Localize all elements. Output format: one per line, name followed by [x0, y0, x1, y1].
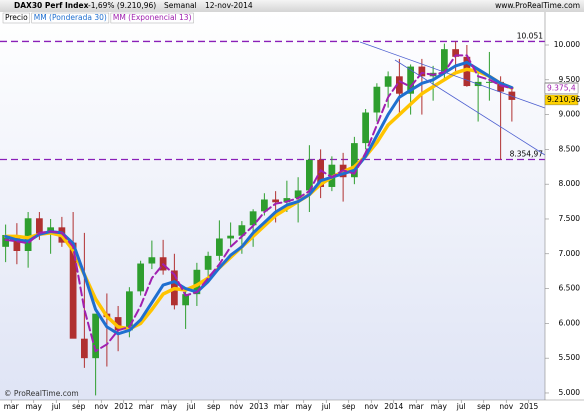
x-tick-label: may [26, 402, 43, 411]
period: Semanal [164, 1, 197, 10]
candle-body [384, 76, 392, 87]
x-tick-label: 2015 [519, 402, 538, 411]
x-tick-label: 2014 [384, 402, 403, 411]
y-tick-label: 10.000 [554, 40, 580, 49]
title-bar [0, 0, 584, 12]
candle-body [81, 338, 88, 359]
x-tick-label: nov [364, 402, 378, 411]
candle-body [114, 317, 122, 331]
candle-body [362, 112, 369, 144]
trend-line [359, 41, 546, 109]
candle-body [294, 190, 302, 199]
candle-body [306, 159, 313, 191]
x-tick-label: mar [4, 402, 20, 411]
legend-entry: MM (Exponencial 13) [113, 13, 192, 22]
y-tick-label: 5.000 [559, 388, 581, 397]
candle-body [24, 218, 32, 251]
candle-body [238, 225, 246, 236]
y-tick-label: 9.500 [559, 75, 581, 84]
candle-body [452, 49, 459, 57]
candle-body [137, 263, 144, 292]
x-tick-label: may [296, 402, 313, 411]
last-value-label: 9.210,96 [547, 95, 581, 104]
y-tick-label: 7.000 [559, 249, 581, 258]
legend: Precio MM (Ponderada 30) MM (Exponencial 1… [2, 12, 194, 24]
last-value-label: 9.375,4 [547, 83, 576, 92]
y-tick-label: 5.500 [559, 353, 581, 362]
moving-average [3, 67, 514, 331]
site: www.ProRealTime.com [495, 1, 580, 10]
x-tick-label: jul [51, 402, 61, 411]
candle-body [396, 76, 403, 94]
moving-average [4, 60, 514, 336]
x-tick-label: mar [409, 402, 425, 411]
x-tick-label: jul [321, 402, 331, 411]
candle-body [13, 234, 21, 251]
candle-body [317, 159, 324, 187]
x-tick-label: mar [274, 402, 290, 411]
candle-body [351, 143, 358, 178]
candle-body [36, 218, 43, 234]
title: DAX30 Perf Index [14, 1, 89, 10]
candle-body [272, 199, 279, 203]
legend-box [110, 12, 194, 24]
candle-body [441, 49, 448, 73]
legend-box [2, 12, 30, 24]
level-label: 8.354,97 [510, 149, 544, 158]
candle-body [92, 313, 99, 359]
candle-body [227, 235, 234, 239]
trend-line [394, 59, 546, 156]
x-tick-label: 2012 [114, 402, 133, 411]
legend-box [31, 12, 110, 24]
candle-body [283, 198, 291, 203]
candle-body [204, 255, 212, 270]
legend-entry: MM (Ponderada 30) [34, 13, 107, 22]
y-tick-label: 8.500 [559, 144, 581, 153]
legend-entry: Precio [5, 13, 28, 22]
x-tick-label: sep [72, 402, 86, 411]
y-tick-label: 6.000 [559, 318, 581, 327]
moving-average [4, 54, 513, 353]
last-value-box [544, 94, 579, 106]
candle-body [182, 294, 189, 306]
candle-body [216, 238, 223, 256]
x-tick-label: sep [207, 402, 221, 411]
candle-body [261, 199, 268, 212]
candle-body [463, 56, 471, 87]
date: 12-nov-2014 [205, 1, 253, 10]
candle-body [193, 269, 201, 295]
x-tick-label: sep [477, 402, 491, 411]
level-label: 10.051 [517, 31, 543, 40]
x-tick-label: nov [94, 402, 108, 411]
x-tick-label: sep [342, 402, 356, 411]
last-value-box [544, 83, 579, 94]
candle-body [249, 211, 257, 226]
candle-body [418, 66, 426, 77]
candle-body [497, 81, 504, 92]
y-tick-label: 9.000 [559, 110, 581, 119]
y-tick-label: 8.000 [559, 179, 581, 188]
x-tick-label: nov [229, 402, 243, 411]
candle-body [148, 257, 156, 264]
x-tick-label: jul [186, 402, 196, 411]
y-tick-label: 7.500 [559, 214, 581, 223]
footer: © ProRealTime.com [4, 389, 79, 398]
x-tick-label: jul [456, 402, 466, 411]
y-tick-label: 6.500 [559, 284, 581, 293]
change: -1,69% (9.210,96) [88, 1, 156, 10]
x-tick-label: mar [139, 402, 155, 411]
candle-body [373, 86, 381, 113]
x-tick-label: may [161, 402, 178, 411]
candle-body [126, 291, 133, 331]
plot: 10.051 8.354,97 [0, 31, 545, 396]
x-tick-label: may [431, 402, 448, 411]
candle-body [486, 81, 493, 83]
x-tick-label: 2013 [249, 402, 268, 411]
candle-body [407, 66, 414, 94]
x-tick-label: nov [499, 402, 513, 411]
candle-body [69, 242, 77, 339]
